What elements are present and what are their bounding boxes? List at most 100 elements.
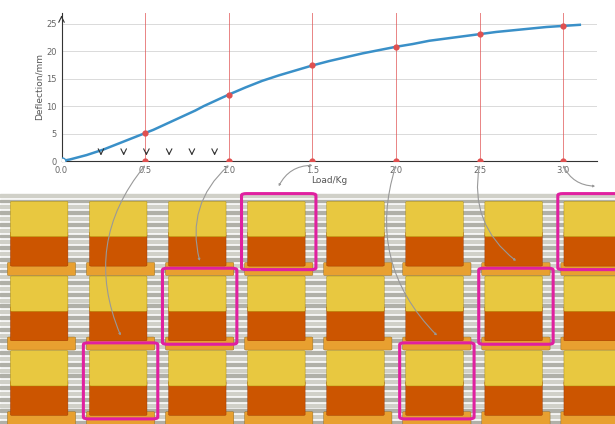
Bar [0,200,615,203]
Bar [0,275,615,278]
Bar [0,234,615,237]
Bar [0,310,615,313]
FancyBboxPatch shape [90,381,147,416]
Bar [0,386,615,389]
FancyBboxPatch shape [7,262,76,276]
Point [475,158,485,165]
FancyBboxPatch shape [90,232,147,266]
FancyBboxPatch shape [485,351,542,386]
FancyBboxPatch shape [90,351,147,386]
FancyBboxPatch shape [10,232,68,266]
Bar [0,211,615,214]
FancyBboxPatch shape [485,201,542,237]
Point [224,91,234,98]
FancyBboxPatch shape [485,381,542,416]
FancyBboxPatch shape [165,337,234,350]
FancyBboxPatch shape [10,201,68,237]
FancyBboxPatch shape [482,262,550,276]
FancyBboxPatch shape [169,307,226,341]
Bar [0,293,615,296]
FancyBboxPatch shape [561,337,615,350]
Bar [0,374,615,377]
FancyBboxPatch shape [482,412,550,424]
FancyBboxPatch shape [406,201,463,237]
Bar [0,368,615,371]
FancyBboxPatch shape [245,337,313,350]
Bar [0,316,615,319]
Bar [0,252,615,255]
Point [475,31,485,38]
FancyBboxPatch shape [406,351,463,386]
Point [224,158,234,165]
FancyBboxPatch shape [485,307,542,341]
Point [558,158,568,165]
FancyBboxPatch shape [165,262,234,276]
Bar [0,421,615,424]
FancyBboxPatch shape [90,307,147,341]
FancyBboxPatch shape [327,232,384,266]
Bar [0,357,615,360]
FancyBboxPatch shape [323,262,392,276]
FancyBboxPatch shape [169,232,226,266]
Y-axis label: Deflection/mm: Deflection/mm [34,53,44,120]
Point [308,158,317,165]
FancyBboxPatch shape [564,201,615,237]
Bar [0,410,615,412]
Bar [0,229,615,232]
FancyBboxPatch shape [87,337,155,350]
Bar [0,404,615,407]
FancyBboxPatch shape [403,262,471,276]
FancyBboxPatch shape [169,201,226,237]
X-axis label: Load/Kg: Load/Kg [311,176,347,185]
Bar [0,334,615,337]
FancyBboxPatch shape [248,232,305,266]
FancyBboxPatch shape [485,232,542,266]
Bar [0,328,615,331]
Point [308,62,317,69]
Point [391,158,401,165]
FancyBboxPatch shape [403,337,471,350]
Bar [0,194,615,197]
FancyBboxPatch shape [327,307,384,341]
FancyBboxPatch shape [482,337,550,350]
FancyBboxPatch shape [10,307,68,341]
Bar [0,392,615,395]
Bar [0,258,615,261]
Bar [0,340,615,343]
FancyBboxPatch shape [564,276,615,311]
FancyBboxPatch shape [327,201,384,237]
Bar [0,264,615,267]
FancyBboxPatch shape [323,412,392,424]
FancyBboxPatch shape [7,412,76,424]
Bar [0,287,615,290]
FancyBboxPatch shape [485,276,542,311]
Bar [0,246,615,249]
FancyBboxPatch shape [87,412,155,424]
FancyBboxPatch shape [90,276,147,311]
FancyBboxPatch shape [248,276,305,311]
FancyBboxPatch shape [248,351,305,386]
FancyBboxPatch shape [10,276,68,311]
FancyBboxPatch shape [10,351,68,386]
Bar [0,223,615,226]
Bar [0,298,615,301]
Point [558,22,568,29]
FancyBboxPatch shape [403,412,471,424]
FancyBboxPatch shape [406,276,463,311]
FancyBboxPatch shape [406,307,463,341]
FancyBboxPatch shape [561,412,615,424]
FancyBboxPatch shape [406,232,463,266]
FancyBboxPatch shape [10,381,68,416]
Bar [0,304,615,307]
FancyBboxPatch shape [90,201,147,237]
FancyBboxPatch shape [561,262,615,276]
FancyBboxPatch shape [245,262,313,276]
Point [140,158,150,165]
FancyBboxPatch shape [406,381,463,416]
FancyBboxPatch shape [7,337,76,350]
Bar [0,240,615,243]
FancyBboxPatch shape [169,351,226,386]
Bar [0,270,615,272]
Point [140,130,150,137]
FancyBboxPatch shape [248,201,305,237]
